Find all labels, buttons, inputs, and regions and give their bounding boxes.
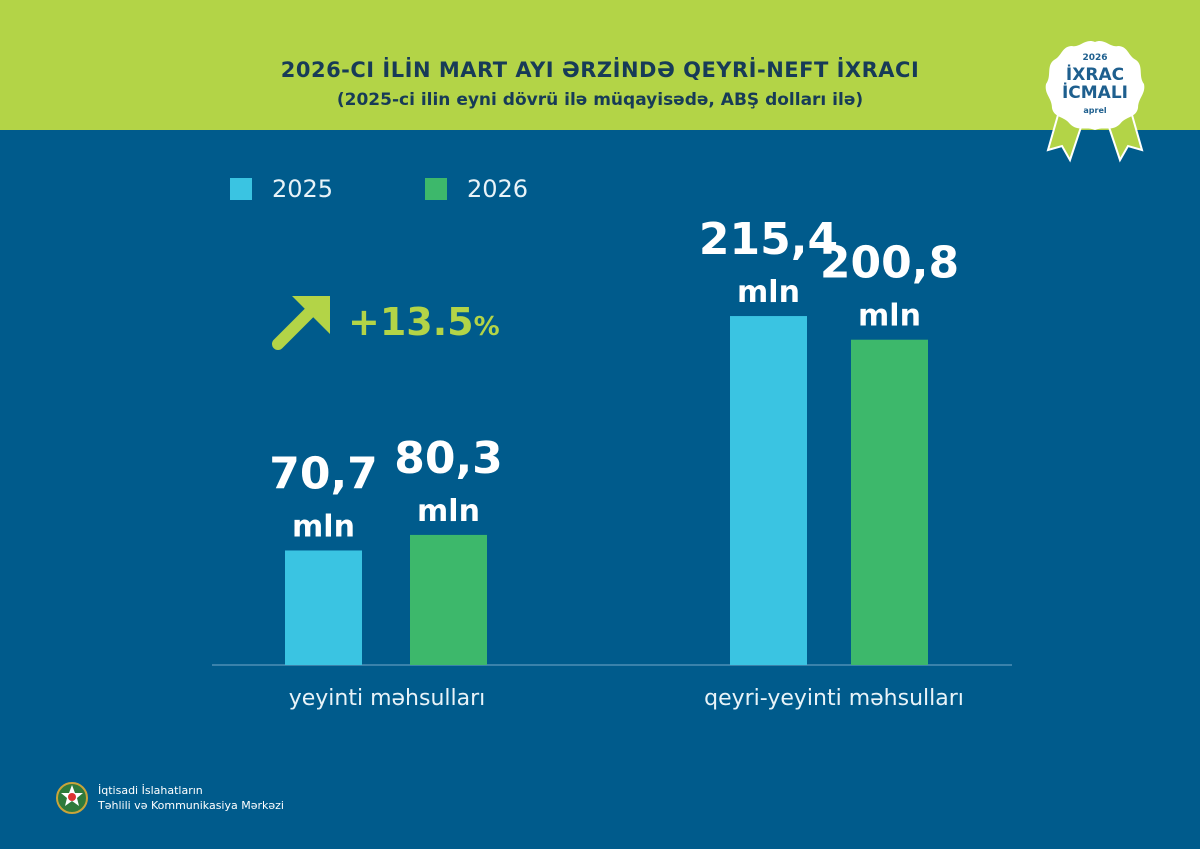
chart-title: 2026-CI İLİN MART AYI ƏRZİNDƏ QEYRİ-NEFT… xyxy=(280,58,920,82)
footer-line2: Təhlili və Kommunikasiya Mərkəzi xyxy=(98,799,284,812)
bar-2025-1 xyxy=(730,316,807,665)
category-label: qeyri-yeyinti məhsulları xyxy=(704,686,964,711)
svg-text:İCMALI: İCMALI xyxy=(1062,81,1128,103)
svg-text:İXRAC: İXRAC xyxy=(1066,63,1124,85)
bar-2026-0 xyxy=(410,534,487,665)
data-label-unit: mln xyxy=(417,494,480,529)
category-label: yeyinti məhsulları xyxy=(288,686,486,711)
data-label: 215,4 xyxy=(699,214,838,265)
legend-item-2025: 2025 xyxy=(230,175,333,203)
emblem-icon xyxy=(56,782,88,814)
footer-logo: İqtisadi İslahatların Təhlili və Kommuni… xyxy=(56,780,284,816)
data-label: 80,3 xyxy=(394,433,503,484)
legend-item-2026: 2026 xyxy=(425,175,528,203)
svg-text:2026: 2026 xyxy=(1082,53,1107,63)
legend-swatch xyxy=(425,178,447,200)
growth-indicator: +13.5 % xyxy=(270,292,500,352)
legend-label: 2025 xyxy=(272,175,334,203)
legend-label: 2026 xyxy=(467,175,529,203)
data-label-unit: mln xyxy=(858,299,921,334)
bar-2026-1 xyxy=(851,339,928,665)
chart-subtitle: (2025-ci ilin eyni dövrü ilə müqayisədə,… xyxy=(336,90,864,110)
growth-unit: % xyxy=(473,312,500,342)
svg-text:aprel: aprel xyxy=(1083,106,1106,115)
header-banner xyxy=(0,0,1200,130)
data-label-unit: mln xyxy=(292,509,355,544)
growth-value: +13.5 xyxy=(348,300,474,344)
bar-2025-0 xyxy=(285,550,362,665)
legend-swatch xyxy=(230,178,252,200)
data-label: 200,8 xyxy=(820,238,959,289)
arrow-up-right-icon xyxy=(272,296,330,350)
footer-line1: İqtisadi İslahatların xyxy=(98,784,203,797)
badge-logo: 2026 İXRAC İCMALI aprel xyxy=(1040,38,1150,168)
data-label-unit: mln xyxy=(737,275,800,310)
data-label: 70,7 xyxy=(269,448,378,499)
